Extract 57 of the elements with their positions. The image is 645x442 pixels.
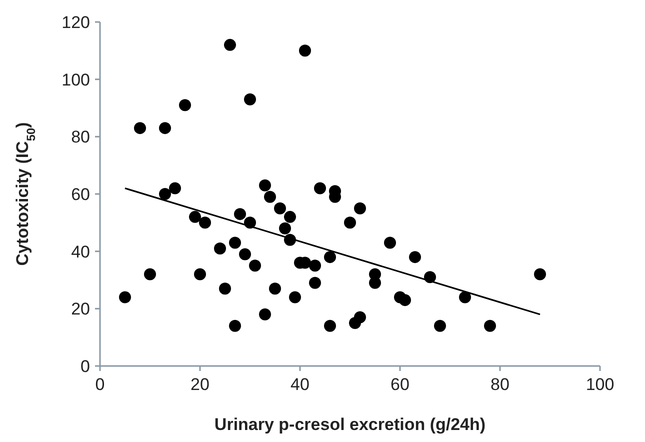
point xyxy=(534,268,546,280)
point xyxy=(249,260,261,272)
point xyxy=(259,308,271,320)
point xyxy=(199,216,211,229)
point xyxy=(309,276,321,289)
point xyxy=(354,311,366,324)
point xyxy=(159,188,171,200)
y-tick-label: 100 xyxy=(62,70,90,90)
point xyxy=(399,294,411,306)
point xyxy=(314,182,326,194)
y-tick-label: 120 xyxy=(62,13,90,32)
point xyxy=(279,222,291,234)
y-tick-label: 0 xyxy=(80,357,90,376)
point xyxy=(284,210,296,223)
point xyxy=(299,44,311,57)
point xyxy=(169,182,181,194)
y-tick-label: 60 xyxy=(71,185,90,204)
point xyxy=(264,190,276,203)
point xyxy=(134,122,146,134)
point xyxy=(259,179,271,192)
point xyxy=(324,320,336,332)
point xyxy=(384,236,396,249)
point xyxy=(224,38,236,51)
point xyxy=(239,248,251,260)
point xyxy=(214,242,226,254)
point xyxy=(159,122,171,134)
x-tick-label: 20 xyxy=(190,375,210,394)
point xyxy=(144,268,156,280)
point xyxy=(179,99,191,112)
y-tick-label: 40 xyxy=(71,242,90,262)
point xyxy=(194,268,206,280)
point xyxy=(219,282,231,295)
x-tick-label: 80 xyxy=(490,375,510,394)
point xyxy=(244,93,256,106)
point xyxy=(289,291,301,304)
point xyxy=(309,260,321,272)
point xyxy=(229,320,241,332)
point xyxy=(234,208,246,220)
point xyxy=(229,236,241,249)
point xyxy=(354,202,366,214)
x-tick-label: 100 xyxy=(586,375,614,394)
point xyxy=(434,320,446,332)
point xyxy=(274,202,286,214)
point xyxy=(484,320,496,332)
x-tick-label: 0 xyxy=(95,375,105,394)
point xyxy=(324,251,336,264)
y-tick-label: 20 xyxy=(71,300,90,319)
point xyxy=(189,210,201,223)
point xyxy=(119,291,131,304)
point xyxy=(344,216,356,229)
x-axis-title: Urinary p-cresol excretion (g/24h) xyxy=(214,415,486,434)
point xyxy=(409,251,421,264)
x-tick-label: 40 xyxy=(290,375,310,394)
point xyxy=(459,291,471,304)
x-tick-label: 60 xyxy=(390,375,410,394)
y-tick-label: 80 xyxy=(71,128,90,147)
point xyxy=(269,282,281,295)
